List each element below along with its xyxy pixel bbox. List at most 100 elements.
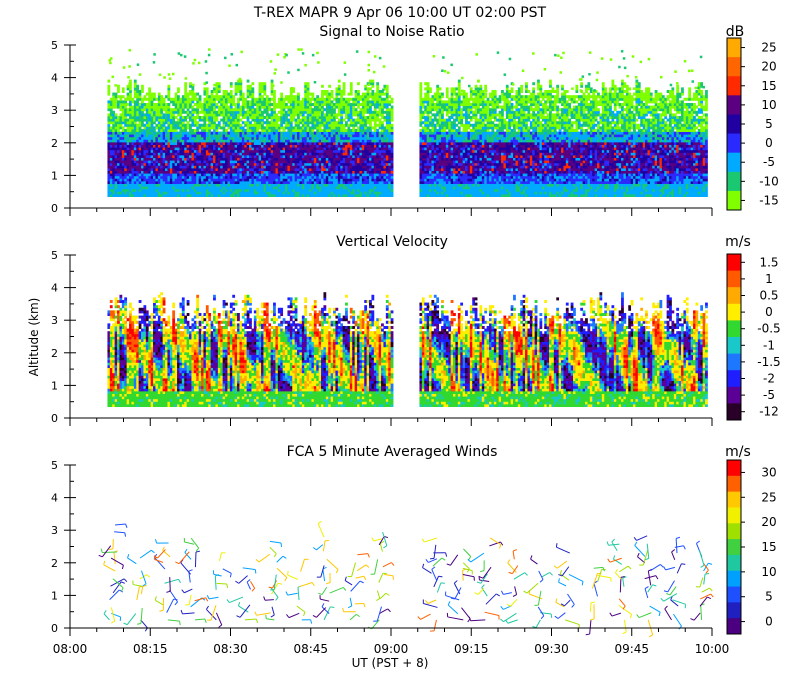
heatmap-cell	[131, 126, 135, 130]
heatmap-cell	[469, 108, 473, 112]
heatmap-cell	[421, 121, 425, 125]
heatmap-cell	[594, 128, 598, 132]
heatmap-cell	[318, 160, 322, 166]
heatmap-cell	[534, 126, 538, 132]
heatmap-cell	[599, 144, 603, 148]
heatmap-cell	[217, 121, 221, 125]
heatmap-cell	[556, 165, 560, 171]
heatmap-cell	[325, 170, 329, 174]
heatmap-cell	[167, 97, 171, 101]
heatmap-cell	[263, 170, 267, 174]
heatmap-cell	[342, 136, 346, 140]
heatmap-cell	[599, 157, 603, 161]
heatmap-cell	[577, 144, 581, 148]
heatmap-cell	[585, 147, 588, 156]
heatmap-cell	[467, 131, 471, 140]
heatmap-cell	[515, 95, 519, 99]
heatmap-cell	[611, 178, 615, 184]
heatmap-cell	[333, 113, 336, 117]
heatmap-cell	[450, 113, 454, 117]
heatmap-cell	[136, 165, 140, 171]
heatmap-cell	[301, 118, 305, 122]
heatmap-cell	[347, 180, 351, 184]
heatmap-cell	[378, 180, 382, 192]
heatmap-cell	[532, 149, 536, 156]
heatmap-cell	[301, 175, 305, 179]
heatmap-cell	[131, 141, 135, 145]
heatmap-cell	[306, 141, 310, 145]
heatmap-cell	[460, 131, 464, 135]
heatmap-cell	[561, 136, 564, 140]
heatmap-cell	[582, 131, 586, 135]
heatmap-cell	[215, 141, 219, 145]
heatmap-cell	[385, 118, 389, 122]
heatmap-cell	[508, 165, 512, 169]
heatmap-cell	[431, 105, 435, 109]
heatmap-cell	[340, 152, 344, 156]
heatmap-cell	[297, 178, 300, 184]
heatmap-cell	[441, 118, 444, 122]
heatmap-cell	[429, 188, 432, 192]
heatmap-cell	[323, 118, 327, 122]
heatmap-cell	[121, 165, 125, 171]
heatmap-cell	[421, 173, 425, 182]
heatmap-cell	[582, 92, 586, 99]
heatmap-cell	[316, 149, 320, 153]
heatmap-cell	[383, 149, 387, 153]
heatmap-cell	[436, 162, 440, 171]
heatmap-cell	[138, 105, 142, 112]
heatmap-cell	[273, 131, 276, 135]
heatmap-cell	[304, 105, 308, 109]
heatmap-cell	[426, 123, 430, 127]
heatmap-cell	[465, 188, 468, 195]
heatmap-cell	[232, 95, 236, 106]
heatmap-cell	[558, 118, 562, 122]
heatmap-cell	[126, 87, 130, 91]
heatmap-cell	[361, 92, 365, 99]
heatmap-cell	[337, 123, 341, 127]
heatmap-cell	[575, 105, 579, 109]
heatmap-cell	[436, 134, 440, 140]
heatmap-cell	[196, 121, 200, 127]
heatmap-cell	[347, 118, 351, 122]
heatmap-cell	[124, 167, 128, 171]
heatmap-cell	[189, 97, 192, 104]
heatmap-cell	[119, 152, 123, 156]
heatmap-cell	[436, 131, 440, 135]
heatmap-cell	[241, 157, 245, 161]
heatmap-cell	[558, 173, 562, 177]
heatmap-cell	[438, 139, 442, 143]
heatmap-cell	[210, 89, 214, 93]
heatmap-cell	[131, 139, 135, 143]
heatmap-cell	[304, 128, 308, 132]
heatmap-cell	[138, 157, 142, 174]
heatmap-cell	[565, 180, 569, 184]
heatmap-cell	[462, 149, 466, 153]
heatmap-cell	[124, 152, 128, 156]
heatmap-cell	[193, 167, 197, 171]
heatmap-cell	[481, 149, 485, 153]
heatmap-cell	[217, 95, 221, 101]
heatmap-cell	[208, 121, 212, 125]
heatmap-cell	[107, 139, 111, 143]
heatmap-cell	[474, 115, 478, 122]
heatmap-cell	[138, 89, 142, 96]
heatmap-cell	[313, 152, 317, 156]
heatmap-cell	[186, 152, 190, 158]
heatmap-cell	[390, 175, 394, 179]
heatmap-cell	[582, 180, 586, 184]
heatmap-cell	[558, 113, 562, 117]
heatmap-cell	[138, 113, 142, 122]
heatmap-cell	[234, 141, 238, 145]
heatmap-cell	[563, 121, 567, 125]
heatmap-cell	[443, 118, 447, 122]
heatmap-cell	[311, 165, 315, 169]
heatmap-cell	[352, 157, 356, 161]
heatmap-cell	[529, 165, 533, 169]
heatmap-cell	[520, 144, 524, 148]
heatmap-cell	[330, 134, 334, 138]
heatmap-cell	[143, 141, 147, 151]
heatmap-cell	[589, 141, 593, 145]
heatmap-cell	[378, 95, 382, 99]
heatmap-cell	[172, 110, 176, 114]
